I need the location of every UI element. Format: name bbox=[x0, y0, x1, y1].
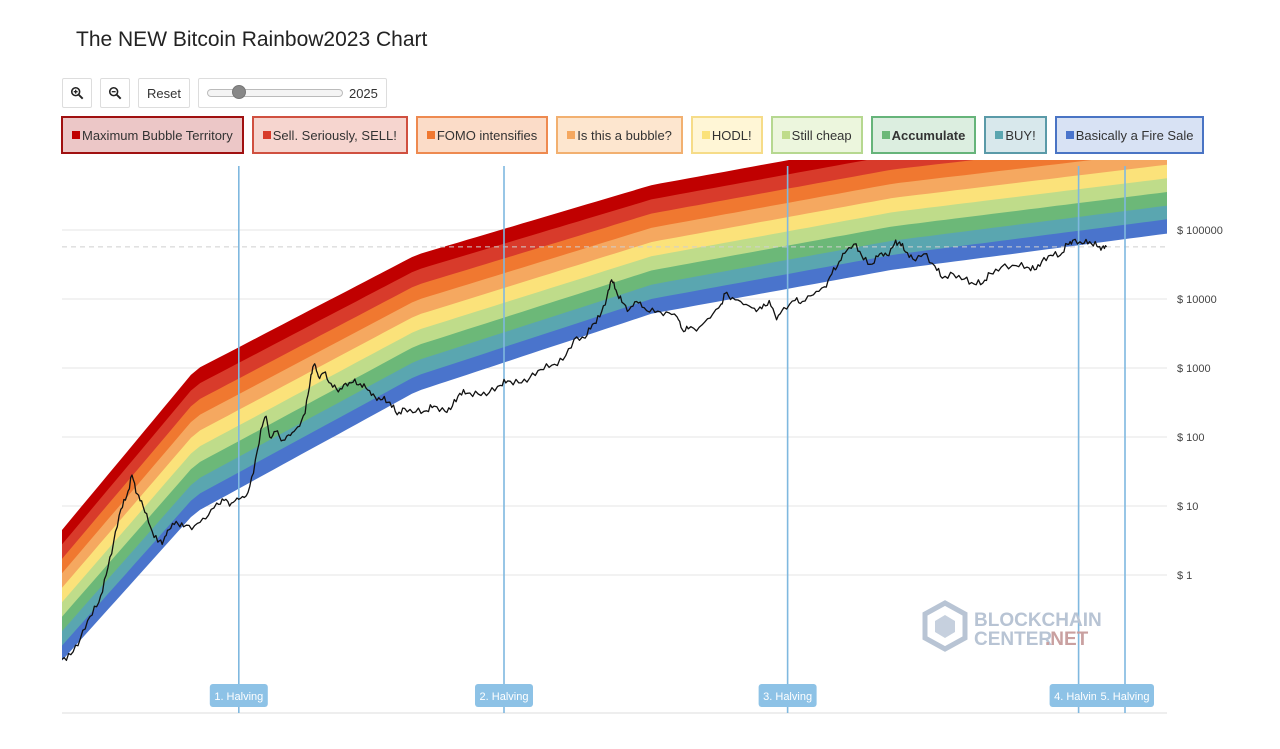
band-1 bbox=[62, 160, 979, 560]
year-slider[interactable]: 2025 bbox=[197, 78, 387, 108]
page-title: The NEW Bitcoin Rainbow2023 Chart bbox=[76, 28, 428, 51]
halving-labels: 1. Halving 2. Halving 3. Halving 4. Halving… bbox=[209, 684, 1154, 707]
year-slider-thumb[interactable] bbox=[231, 85, 246, 99]
legend-label: Sell. Seriously, SELL! bbox=[272, 127, 397, 143]
band-2 bbox=[62, 160, 1097, 574]
legend-item-1[interactable]: Sell. Seriously, SELL! bbox=[251, 116, 408, 154]
legend-item-6[interactable]: Accumulate bbox=[870, 116, 977, 154]
legend-swatch bbox=[72, 131, 80, 139]
legend-item-7[interactable]: BUY! bbox=[984, 116, 1047, 154]
legend-item-0[interactable]: Maximum Bubble Territory bbox=[61, 116, 244, 154]
price-series bbox=[62, 238, 1108, 662]
legend-label: HODL! bbox=[711, 127, 752, 143]
legend-label: Still cheap bbox=[791, 127, 852, 143]
halving-label: 4. Halving bbox=[1054, 691, 1103, 703]
legend-swatch bbox=[1065, 131, 1074, 139]
halving-label: 3. Halving bbox=[763, 691, 812, 703]
y-tick-label: $ 10000 bbox=[1177, 294, 1217, 306]
halving-lines bbox=[62, 166, 1167, 713]
legend-label: Maximum Bubble Territory bbox=[82, 127, 233, 143]
legend-label: Is this a bubble? bbox=[577, 127, 672, 143]
halving-badge bbox=[209, 684, 268, 707]
legend-label: BUY! bbox=[1005, 127, 1036, 143]
btc-price-line bbox=[62, 238, 1108, 662]
halving-label: 1. Halving bbox=[214, 691, 263, 703]
y-tick-label: $ 1 bbox=[1177, 570, 1192, 582]
y-tick-label: $ 100 bbox=[1177, 432, 1205, 444]
year-slider-track[interactable] bbox=[206, 85, 343, 99]
y-tick-label: $ 1000 bbox=[1177, 363, 1211, 375]
watermark-line3: .NET bbox=[1045, 629, 1089, 650]
legend-swatch bbox=[567, 131, 576, 139]
zoom-in-icon bbox=[70, 86, 84, 100]
halving-badge bbox=[1049, 684, 1108, 707]
halving-label: 2. Halving bbox=[480, 691, 529, 703]
y-axis-ticks: $ 1 $ 10 $ 100 $ 1000 $ 10000 $ 100000 bbox=[1177, 225, 1223, 582]
watermark-line2: CENTER bbox=[974, 629, 1052, 650]
legend-swatch bbox=[426, 131, 435, 139]
watermark-line1: BLOCKCHAIN bbox=[974, 610, 1102, 631]
halving-badge bbox=[758, 684, 817, 707]
legend-swatch bbox=[701, 131, 710, 139]
legend-label: FOMO intensifies bbox=[436, 127, 538, 143]
band-legend: Maximum Bubble Territory Sell. Seriously,… bbox=[61, 116, 1205, 154]
legend-label: Basically a Fire Sale bbox=[1075, 127, 1194, 143]
y-tick-label: $ 100000 bbox=[1177, 225, 1223, 237]
legend-item-2[interactable]: FOMO intensifies bbox=[415, 116, 549, 154]
legend-swatch bbox=[781, 131, 790, 139]
year-slider-value: 2025 bbox=[348, 85, 378, 101]
reset-button[interactable]: Reset bbox=[138, 78, 190, 108]
zoom-out-button[interactable] bbox=[100, 78, 130, 108]
band-3 bbox=[62, 160, 1167, 589]
legend-item-3[interactable]: Is this a bubble? bbox=[556, 116, 683, 154]
halving-badge bbox=[1096, 684, 1154, 707]
legend-item-8[interactable]: Basically a Fire Sale bbox=[1054, 116, 1205, 154]
legend-swatch bbox=[881, 131, 890, 139]
zoom-out-icon bbox=[108, 86, 122, 100]
rainbow-bands bbox=[62, 160, 1167, 661]
y-tick-label: $ 10 bbox=[1177, 501, 1198, 513]
legend-swatch bbox=[995, 131, 1004, 139]
halving-label: 5. Halving bbox=[1101, 691, 1150, 703]
chart-toolbar: Reset 2025 bbox=[62, 77, 387, 109]
zoom-in-button[interactable] bbox=[62, 78, 92, 108]
watermark: BLOCKCHAIN CENTER .NET bbox=[922, 600, 1102, 652]
legend-label: Accumulate bbox=[891, 127, 966, 143]
halving-badge bbox=[475, 684, 533, 707]
blockchain-center-logo bbox=[922, 600, 968, 652]
legend-swatch bbox=[262, 131, 271, 139]
legend-item-5[interactable]: Still cheap bbox=[770, 116, 863, 154]
legend-item-4[interactable]: HODL! bbox=[690, 116, 763, 154]
